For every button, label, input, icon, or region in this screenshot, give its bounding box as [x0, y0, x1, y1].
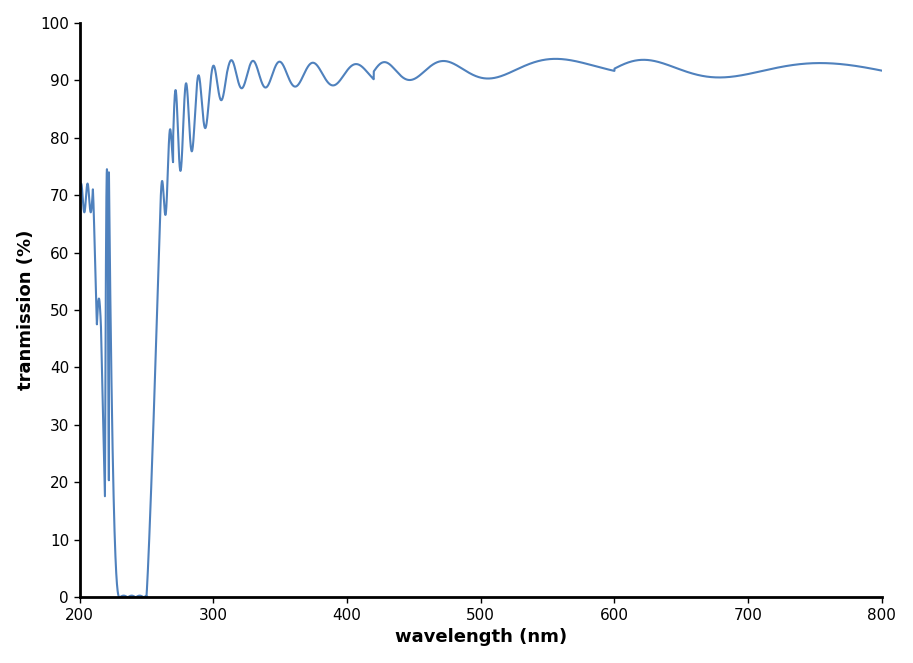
X-axis label: wavelength (nm): wavelength (nm) [394, 629, 567, 646]
Y-axis label: tranmission (%): tranmission (%) [16, 230, 35, 391]
